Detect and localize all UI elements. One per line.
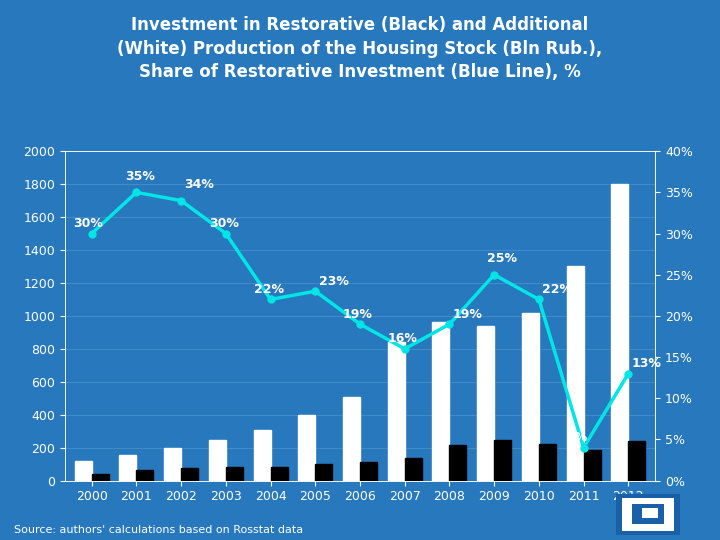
Bar — [522, 313, 539, 481]
Text: Source: authors' calculations based on Rosstat data: Source: authors' calculations based on R… — [14, 524, 304, 535]
Bar — [477, 326, 494, 481]
Bar — [629, 441, 645, 481]
Bar — [449, 445, 467, 481]
Bar — [136, 470, 153, 481]
Text: 19%: 19% — [453, 308, 483, 321]
Bar — [584, 450, 600, 481]
Text: Investment in Restorative (Black) and Additional
(White) Production of the Housi: Investment in Restorative (Black) and Ad… — [117, 16, 603, 82]
Text: 19%: 19% — [343, 308, 373, 321]
Bar — [181, 468, 198, 481]
Bar — [388, 342, 405, 481]
Bar — [494, 440, 511, 481]
Bar — [433, 322, 449, 481]
Text: 22%: 22% — [253, 283, 284, 296]
Bar — [539, 444, 556, 481]
Bar — [611, 184, 629, 481]
Bar — [622, 498, 674, 530]
Text: 35%: 35% — [125, 170, 155, 183]
Text: 13%: 13% — [632, 357, 662, 370]
Text: 34%: 34% — [184, 178, 215, 191]
Text: 4%: 4% — [567, 431, 588, 444]
Text: 16%: 16% — [388, 332, 418, 345]
Bar — [75, 461, 91, 481]
Bar — [632, 504, 664, 524]
Bar — [91, 474, 109, 481]
Bar — [298, 415, 315, 481]
Bar — [343, 396, 360, 481]
Bar — [209, 440, 226, 481]
Bar — [642, 508, 658, 518]
Bar — [226, 467, 243, 481]
Text: 25%: 25% — [487, 252, 518, 265]
Text: 30%: 30% — [209, 217, 239, 230]
Bar — [164, 448, 181, 481]
Bar — [253, 429, 271, 481]
Bar — [315, 464, 332, 481]
Bar — [405, 457, 422, 481]
Bar — [271, 468, 287, 481]
Bar — [120, 455, 136, 481]
Text: 30%: 30% — [73, 217, 103, 230]
Bar — [360, 462, 377, 481]
Text: 23%: 23% — [319, 275, 348, 288]
Bar — [567, 267, 584, 481]
Text: 22%: 22% — [542, 283, 572, 296]
